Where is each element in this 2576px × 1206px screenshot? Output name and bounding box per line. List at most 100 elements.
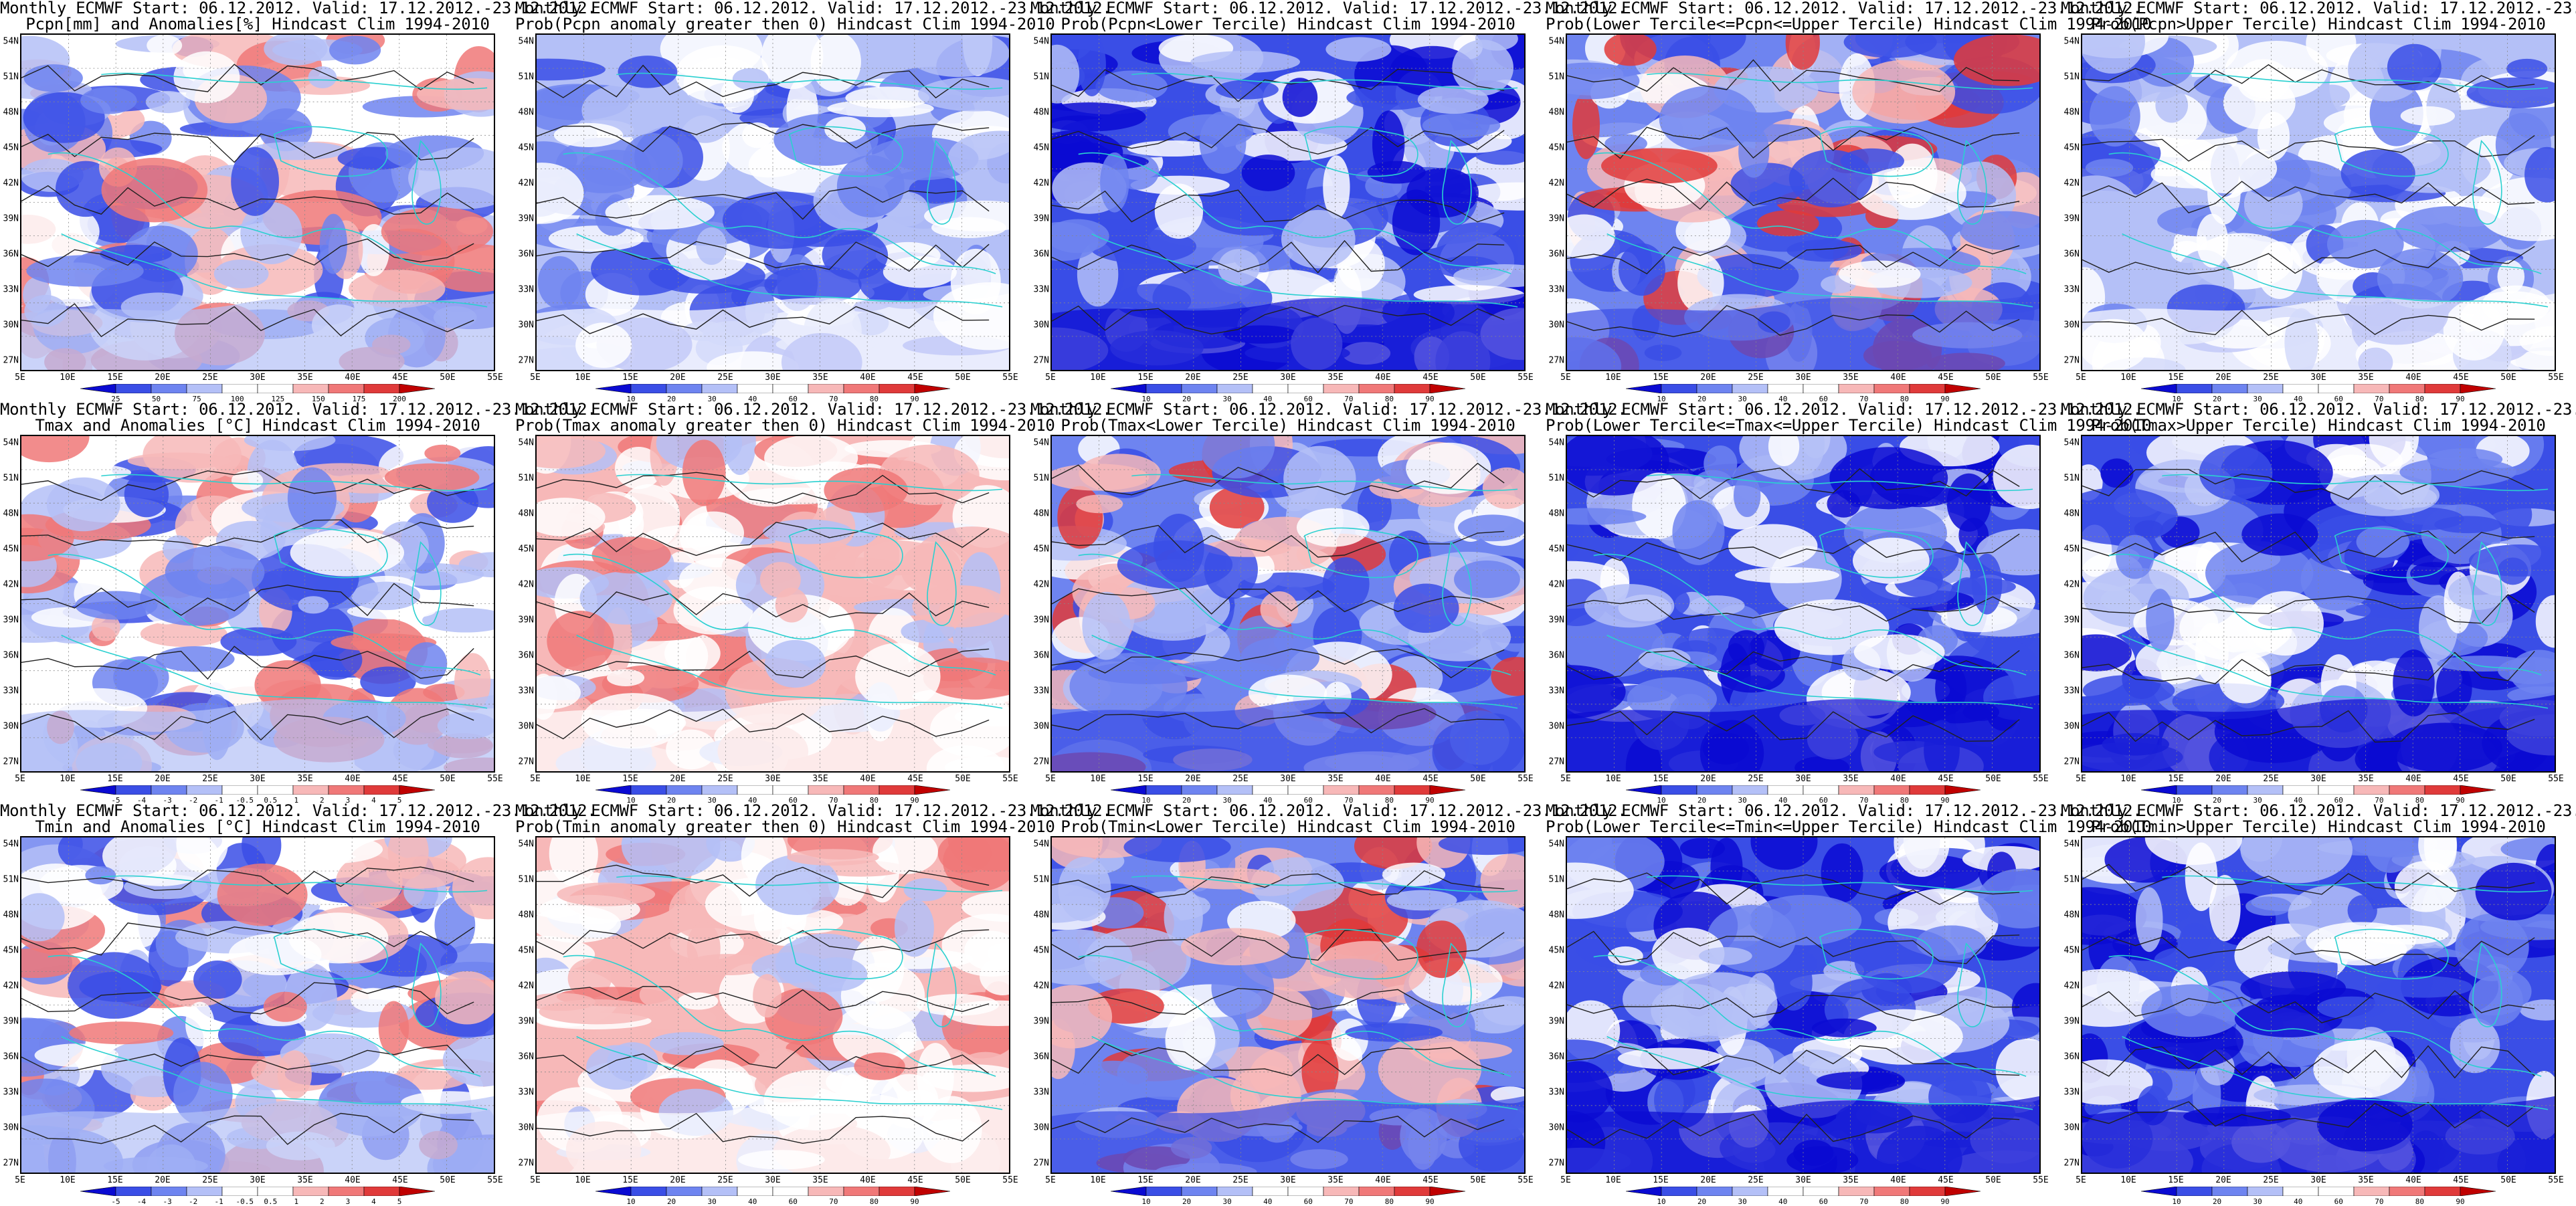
lat-label: 51N xyxy=(518,473,534,484)
colorbar-label: 20 xyxy=(2212,1197,2222,1206)
lat-label: 42N xyxy=(1033,981,1049,991)
lat-label: 54N xyxy=(3,839,19,849)
forecast-field xyxy=(2082,837,2555,1173)
lat-label: 30N xyxy=(2063,721,2080,732)
map-plot-area xyxy=(535,836,1010,1174)
lat-label: 45N xyxy=(3,142,19,153)
colorbar-label: 90 xyxy=(1940,395,1950,403)
lon-label: 30E xyxy=(2310,1175,2326,1185)
map-panel-pcpn-anom: Monthly ECMWF Start: 06.12.2012. Valid: … xyxy=(0,0,597,403)
panel-title-line2: Tmax and Anomalies [°C] Hindcast Clim 19… xyxy=(35,416,480,435)
lon-label: 45E xyxy=(2453,774,2469,784)
lat-label: 39N xyxy=(3,615,19,625)
colorbar-label: 0.5 xyxy=(264,1197,278,1206)
colorbar-label: -4 xyxy=(136,796,147,805)
map-panel-pcpn-prob-lower: Monthly ECMWF Start: 06.12.2012. Valid: … xyxy=(1030,0,1627,403)
panel-title-line1: Monthly ECMWF Start: 06.12.2012. Valid: … xyxy=(0,801,597,820)
lon-label: 30E xyxy=(1280,1175,1296,1185)
colorbar-label: 60 xyxy=(788,796,798,805)
lat-label: 42N xyxy=(3,579,19,590)
lat-label: 36N xyxy=(1548,249,1564,260)
colorbar-label: 1 xyxy=(294,796,299,805)
colorbar xyxy=(2141,785,2496,795)
colorbar-label: 90 xyxy=(1940,1197,1950,1206)
lon-label: 35E xyxy=(2358,774,2374,784)
map-panel-tmax-prob-upper: Monthly ECMWF Start: 06.12.2012. Valid: … xyxy=(2061,400,2576,805)
lon-label: 5E xyxy=(1560,774,1571,784)
lon-label: 15E xyxy=(1653,1175,1669,1185)
lon-label: 15E xyxy=(2168,774,2184,784)
lat-label: 48N xyxy=(1548,107,1564,118)
lat-label: 33N xyxy=(2063,284,2080,295)
lat-label: 30N xyxy=(1548,320,1564,330)
colorbar-label: -3 xyxy=(163,796,172,805)
lon-label: 15E xyxy=(622,373,638,383)
lon-label: 5E xyxy=(15,1175,25,1185)
lat-label: 39N xyxy=(1033,1016,1049,1027)
lat-label: 27N xyxy=(1548,757,1564,767)
panel-title-line2: Prob(Pcpn<Lower Tercile) Hindcast Clim 1… xyxy=(1061,15,1515,33)
lat-label: 27N xyxy=(1033,757,1049,767)
lat-label: 33N xyxy=(3,284,19,295)
lat-label: 45N xyxy=(1033,945,1049,956)
lon-label: 20E xyxy=(1185,774,1201,784)
colorbar-label: 40 xyxy=(748,395,757,403)
lat-label: 39N xyxy=(2063,615,2080,625)
forecast-field xyxy=(21,35,494,370)
lon-label: 10E xyxy=(1605,373,1621,383)
lon-label: 50E xyxy=(1985,774,2001,784)
lat-label: 42N xyxy=(1548,579,1564,590)
colorbar-label: 100 xyxy=(230,395,244,403)
lat-label: 27N xyxy=(3,1158,19,1169)
lon-label: 20E xyxy=(670,1175,686,1185)
colorbar-label: 30 xyxy=(1222,395,1232,403)
colorbar xyxy=(2141,1187,2496,1196)
lon-label: 35E xyxy=(297,1175,313,1185)
lon-label: 45E xyxy=(392,373,408,383)
panel-title-line2: Prob(Tmin anomaly greater then 0) Hindca… xyxy=(515,817,1055,836)
lon-label: 35E xyxy=(2358,373,2374,383)
map-panel-tmin-prob-middle: Monthly ECMWF Start: 06.12.2012. Valid: … xyxy=(1546,803,2152,1206)
lat-label: 45N xyxy=(1033,142,1049,153)
colorbar-label: 70 xyxy=(1859,796,1869,805)
map-panel-pcpn-prob-upper: Monthly ECMWF Start: 06.12.2012. Valid: … xyxy=(2061,0,2576,403)
lon-label: 5E xyxy=(15,774,25,784)
colorbar-label: -2 xyxy=(189,796,198,805)
colorbar-label: -1 xyxy=(214,796,223,805)
colorbar-label: 40 xyxy=(748,1197,757,1206)
lon-label: 30E xyxy=(765,373,781,383)
lat-label: 30N xyxy=(1548,721,1564,732)
lon-label: 10E xyxy=(1605,1175,1621,1185)
lat-label: 48N xyxy=(1033,508,1049,519)
lat-label: 27N xyxy=(3,757,19,767)
lat-label: 30N xyxy=(1033,1122,1049,1133)
colorbar-label: 5 xyxy=(397,1197,402,1206)
lat-label: 51N xyxy=(1548,72,1564,82)
colorbar-label: 40 xyxy=(1778,796,1788,805)
lat-label: 48N xyxy=(2063,107,2080,118)
lon-label: 20E xyxy=(2215,373,2231,383)
colorbar-label: 125 xyxy=(271,395,285,403)
lat-label: 45N xyxy=(518,142,534,153)
lat-label: 54N xyxy=(1033,437,1049,448)
lon-label: 40E xyxy=(860,774,876,784)
lat-label: 33N xyxy=(1033,686,1049,696)
forecast-field xyxy=(537,436,1009,771)
map-plot-area xyxy=(20,33,495,371)
lat-label: 33N xyxy=(1548,686,1564,696)
colorbar-label: 80 xyxy=(869,395,879,403)
panel-title-line2: Prob(Lower Tercile<=Tmax<=Upper Tercile)… xyxy=(1546,416,2152,435)
lat-label: 36N xyxy=(3,249,19,260)
lat-label: 45N xyxy=(2063,544,2080,555)
colorbar-label: 150 xyxy=(311,395,325,403)
colorbar-label: 10 xyxy=(1657,796,1666,805)
lon-label: 40E xyxy=(2405,373,2421,383)
lon-label: 45E xyxy=(392,774,408,784)
panel-title-line2: Prob(Lower Tercile<=Pcpn<=Upper Tercile)… xyxy=(1546,15,2152,33)
lat-label: 27N xyxy=(2063,355,2080,366)
colorbar-label: 60 xyxy=(788,395,798,403)
lat-label: 42N xyxy=(3,178,19,189)
panel-title-line1: Monthly ECMWF Start: 06.12.2012. Valid: … xyxy=(2061,400,2576,419)
lon-label: 45E xyxy=(2453,1175,2469,1185)
lon-label: 5E xyxy=(1045,1175,1056,1185)
